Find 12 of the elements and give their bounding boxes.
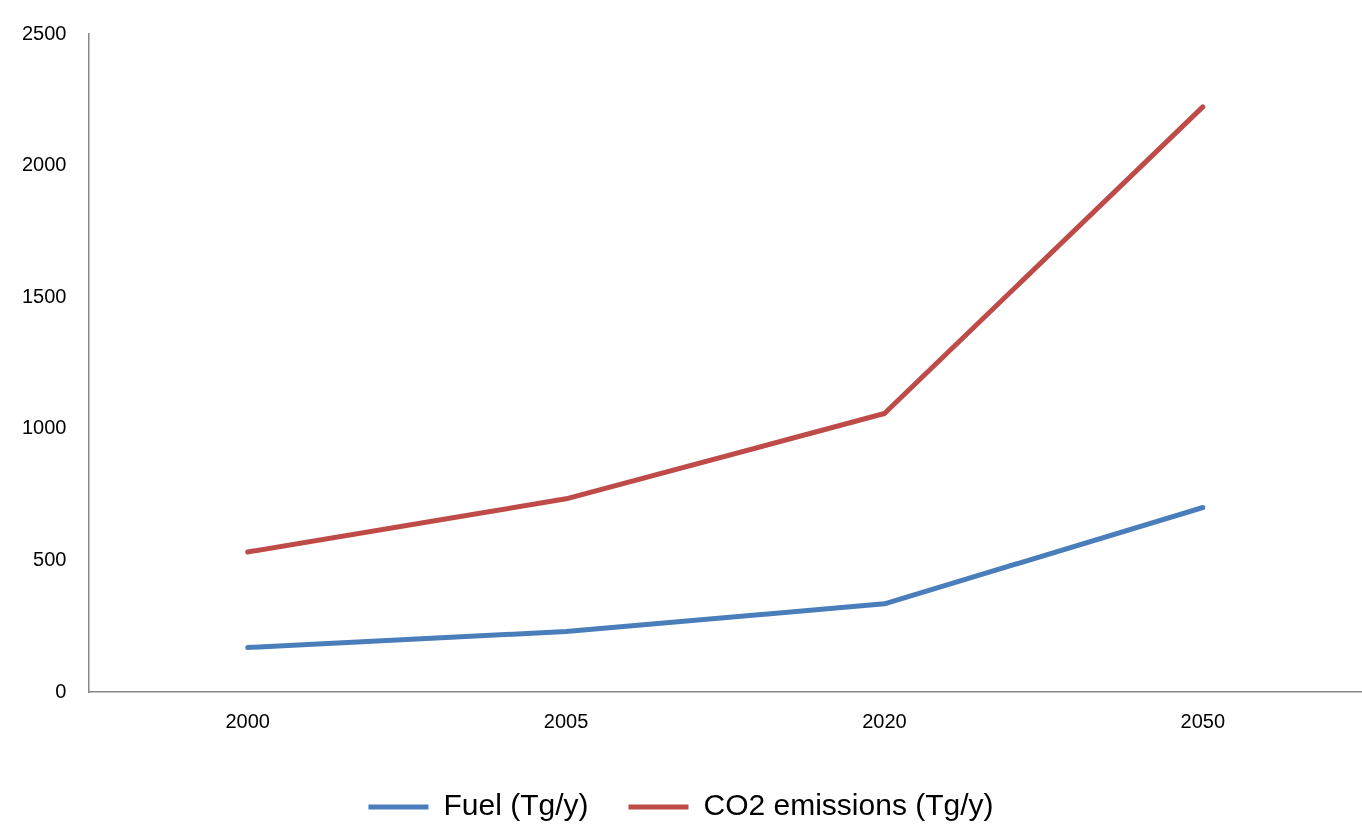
x-tick-label: 2000 — [225, 709, 270, 732]
x-tick-label: 2005 — [543, 709, 589, 732]
y-tick-label: 2000 — [21, 153, 67, 176]
y-tick-label: 1000 — [21, 416, 67, 439]
y-tick-label: 2500 — [21, 21, 67, 44]
legend-label: Fuel (Tg/y) — [443, 788, 589, 822]
y-tick-label: 500 — [33, 547, 67, 570]
x-tick-label: 2050 — [1180, 709, 1226, 732]
legend-label: CO2 emissions (Tg/y) — [703, 788, 994, 822]
x-tick-label: 2020 — [862, 709, 907, 732]
y-tick-label: 1500 — [21, 284, 67, 307]
y-tick-label: 0 — [55, 679, 67, 702]
